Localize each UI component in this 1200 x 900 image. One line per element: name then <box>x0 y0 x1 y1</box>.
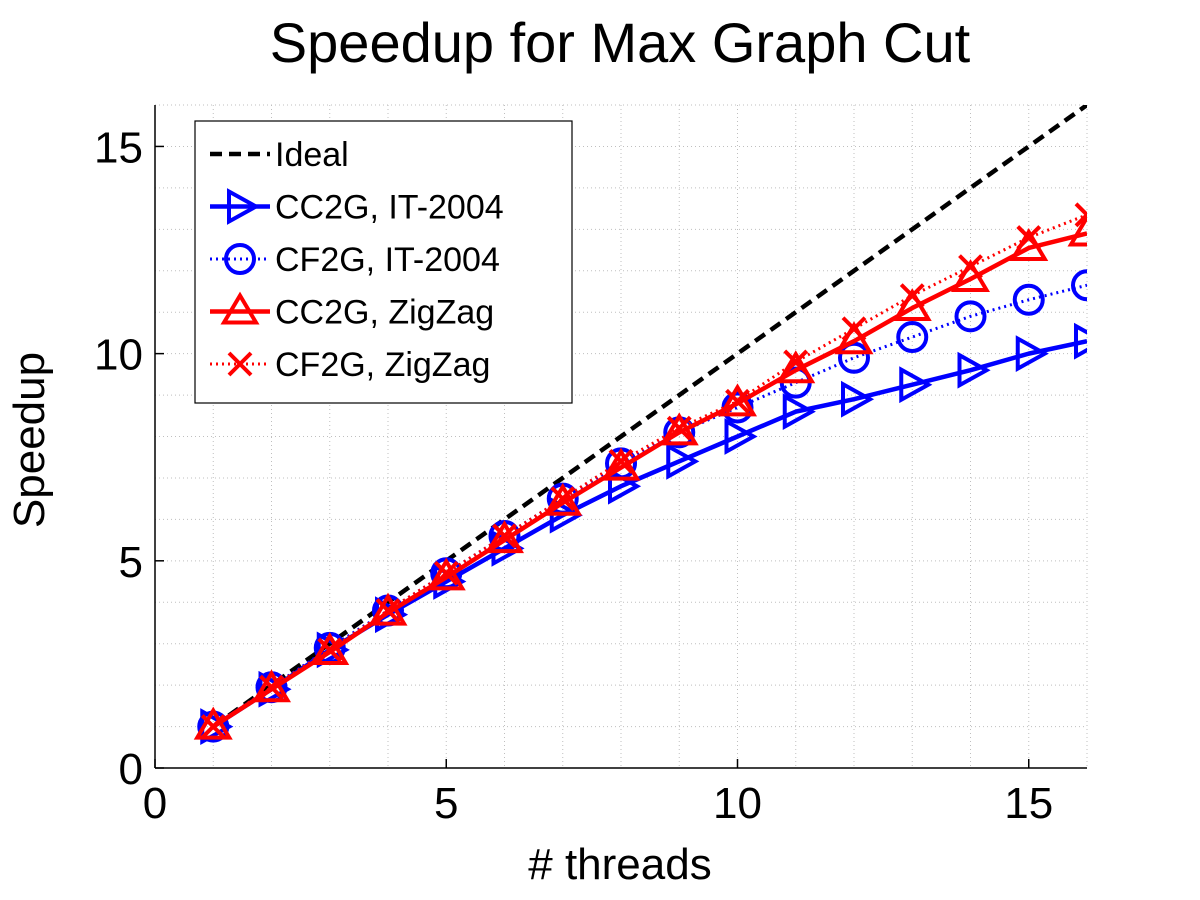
data-point <box>782 393 816 431</box>
series-line <box>212 231 1087 729</box>
data-point <box>375 598 401 623</box>
legend-label: Ideal <box>275 136 349 174</box>
data-point <box>1074 202 1087 228</box>
data-point <box>717 383 758 417</box>
data-point <box>783 349 809 375</box>
data-point <box>601 447 641 481</box>
legend-item: CF2G, IT-2004 <box>210 241 500 279</box>
grid-lines <box>154 104 1088 769</box>
data-point <box>958 254 983 280</box>
data-point <box>666 415 692 441</box>
series-4 <box>200 202 1087 739</box>
legend-marker <box>227 188 261 225</box>
chart-title: Speedup for Max Graph Cut <box>269 11 971 74</box>
data-point <box>725 388 750 414</box>
data-point <box>899 366 933 404</box>
data-point <box>1016 225 1042 251</box>
data-point <box>724 418 758 455</box>
y-tick-label: 5 <box>119 538 143 587</box>
data-point <box>1067 213 1087 247</box>
legend-label: CC2G, IT-2004 <box>275 189 504 227</box>
data-point <box>957 351 991 389</box>
series-line <box>212 213 1087 728</box>
data-point <box>193 706 233 740</box>
legend-label: CF2G, IT-2004 <box>275 241 500 279</box>
x-tick-label: 5 <box>434 779 458 828</box>
data-point <box>666 442 700 480</box>
data-point <box>841 380 875 418</box>
x-tick-label: 15 <box>1004 779 1053 828</box>
data-point <box>433 560 459 586</box>
y-tick-label: 15 <box>94 123 143 172</box>
data-point <box>838 341 870 374</box>
data-point <box>1074 322 1087 360</box>
series-3 <box>193 213 1087 740</box>
data-point <box>492 523 517 549</box>
x-axis-label: # threads <box>528 840 712 889</box>
series-0 <box>211 105 1087 729</box>
data-point <box>251 669 292 703</box>
legend-item: Ideal <box>210 136 349 174</box>
data-point <box>550 486 576 512</box>
data-point <box>1071 269 1087 302</box>
data-point <box>484 520 525 554</box>
legend-label: CC2G, ZigZag <box>275 294 494 332</box>
data-point <box>1015 335 1049 373</box>
data-point <box>608 448 634 474</box>
legend: Ideal CC2G, IT-2004 CF2G, IT-2004 CC2G, Zig… <box>194 120 573 404</box>
legend-item: CF2G, ZigZag <box>210 346 490 384</box>
data-point <box>659 412 699 446</box>
legend-item: CC2G, IT-2004 <box>210 188 504 227</box>
data-point <box>899 283 925 309</box>
data-point <box>310 632 350 665</box>
data-point <box>426 557 466 591</box>
y-tick-label: 10 <box>94 331 143 380</box>
legend-marker <box>224 243 256 275</box>
data-point <box>259 674 284 700</box>
legend-label: CF2G, ZigZag <box>275 346 490 384</box>
legend-box <box>194 120 573 404</box>
data-point <box>368 592 408 626</box>
data-point <box>841 316 867 342</box>
legend-item: CC2G, ZigZag <box>210 291 494 332</box>
data-point <box>543 482 583 516</box>
data-point <box>317 637 343 663</box>
legend-marker <box>227 351 253 377</box>
y-tick-label: 0 <box>119 745 143 794</box>
data-point <box>1012 283 1045 316</box>
series-line <box>211 105 1087 729</box>
data-point <box>954 300 987 333</box>
data-point <box>200 714 226 739</box>
data-point <box>896 321 929 354</box>
x-tick-label: 10 <box>713 779 762 828</box>
legend-marker <box>220 291 260 325</box>
x-tick-label: 0 <box>143 779 167 828</box>
